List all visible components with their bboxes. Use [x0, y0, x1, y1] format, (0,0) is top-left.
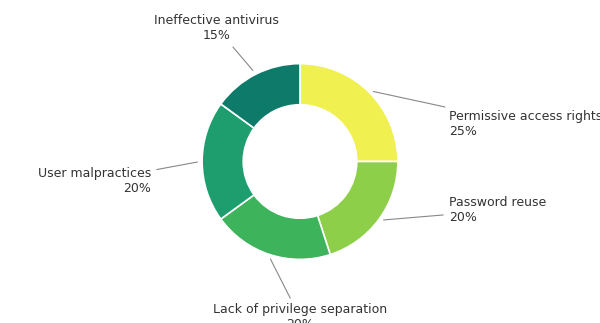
Text: User malpractices
20%: User malpractices 20% [38, 162, 197, 195]
Wedge shape [221, 64, 300, 128]
Wedge shape [202, 104, 254, 219]
Text: Lack of privilege separation
20%: Lack of privilege separation 20% [213, 259, 387, 323]
Text: Ineffective antivirus
15%: Ineffective antivirus 15% [154, 14, 279, 70]
Wedge shape [221, 195, 330, 259]
Text: Password reuse
20%: Password reuse 20% [383, 196, 546, 224]
Wedge shape [317, 162, 398, 255]
Wedge shape [300, 64, 398, 162]
Text: Permissive access rights
25%: Permissive access rights 25% [373, 91, 600, 138]
